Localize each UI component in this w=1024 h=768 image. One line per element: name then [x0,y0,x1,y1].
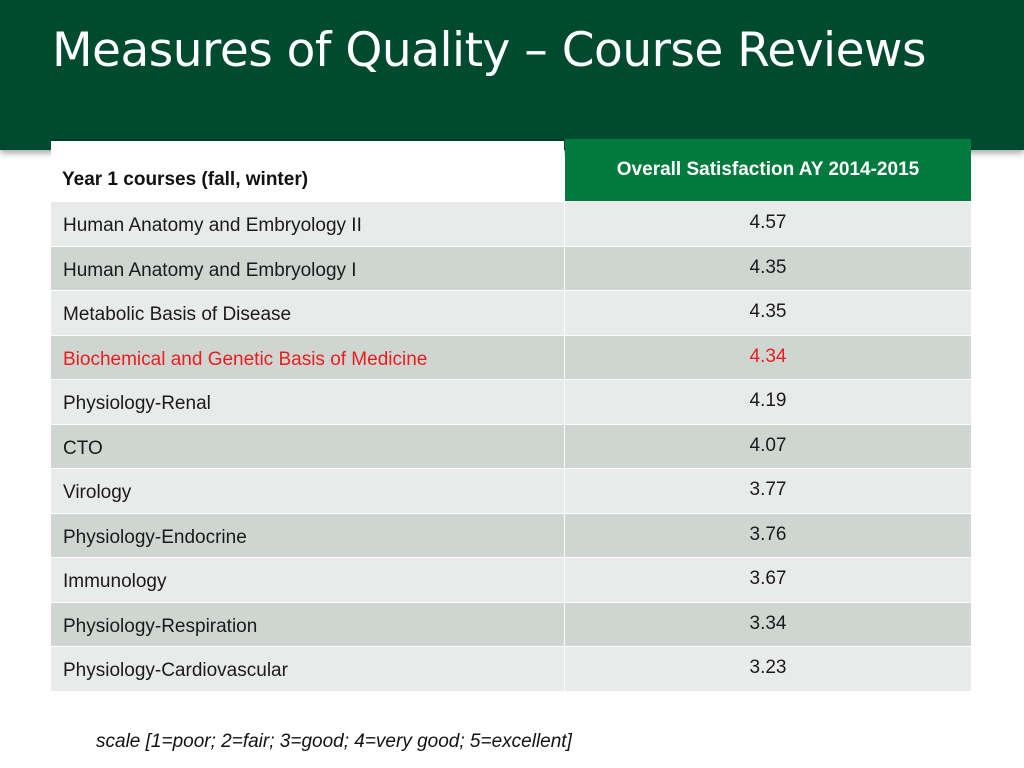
course-name-cell: Human Anatomy and Embryology II [51,202,564,246]
course-column-header-cell: Year 1 courses (fall, winter) [51,139,564,201]
table-row: Physiology-Renal 4.19 [51,379,971,424]
table-row: Virology 3.77 [51,468,971,513]
table-row: Human Anatomy and Embryology I 4.35 [51,245,971,290]
score-cell: 3.23 [565,647,971,691]
course-name-cell: Metabolic Basis of Disease [51,291,564,335]
course-column-header: Year 1 courses (fall, winter) [62,169,309,190]
score-cell: 3.34 [565,602,971,646]
score-cell: 3.76 [565,513,971,557]
score-cell: 4.35 [565,291,971,335]
table-row: Biochemical and Genetic Basis of Medicin… [51,334,971,379]
table-header-row: Year 1 courses (fall, winter) Overall Sa… [51,139,971,201]
course-name-cell: Physiology-Endocrine [51,513,564,557]
score-cell: 4.34 [565,335,971,379]
course-name-cell: Physiology-Respiration [51,602,564,646]
score-column-header-cell: Overall Satisfaction AY 2014-2015 [565,139,971,201]
scale-footnote: scale [1=poor; 2=fair; 3=good; 4=very go… [96,731,572,752]
course-name-cell: Virology [51,469,564,513]
table-row: Physiology-Cardiovascular 3.23 [51,646,971,691]
table-row: Physiology-Endocrine 3.76 [51,512,971,557]
course-reviews-table: Year 1 courses (fall, winter) Overall Sa… [51,139,971,691]
slide-title: Measures of Quality – Course Reviews [52,23,926,78]
course-name-cell: Immunology [51,558,564,602]
course-name-cell: CTO [51,424,564,468]
score-cell: 4.19 [565,380,971,424]
course-name-cell: Physiology-Cardiovascular [51,647,564,691]
title-bar: Measures of Quality – Course Reviews [0,0,1024,150]
score-cell: 4.07 [565,424,971,468]
score-column-header: Overall Satisfaction AY 2014-2015 [616,159,920,180]
table-row: Immunology 3.67 [51,557,971,602]
table-row: CTO 4.07 [51,423,971,468]
table-body: Human Anatomy and Embryology II 4.57 Hum… [51,201,971,691]
course-name-cell: Physiology-Renal [51,380,564,424]
score-cell: 4.57 [565,202,971,246]
score-cell: 3.67 [565,558,971,602]
table-row: Physiology-Respiration 3.34 [51,601,971,646]
table-row: Human Anatomy and Embryology II 4.57 [51,201,971,246]
score-cell: 3.77 [565,469,971,513]
course-name-cell: Human Anatomy and Embryology I [51,246,564,290]
table-row: Metabolic Basis of Disease 4.35 [51,290,971,335]
course-name-cell: Biochemical and Genetic Basis of Medicin… [51,335,564,379]
score-cell: 4.35 [565,246,971,290]
